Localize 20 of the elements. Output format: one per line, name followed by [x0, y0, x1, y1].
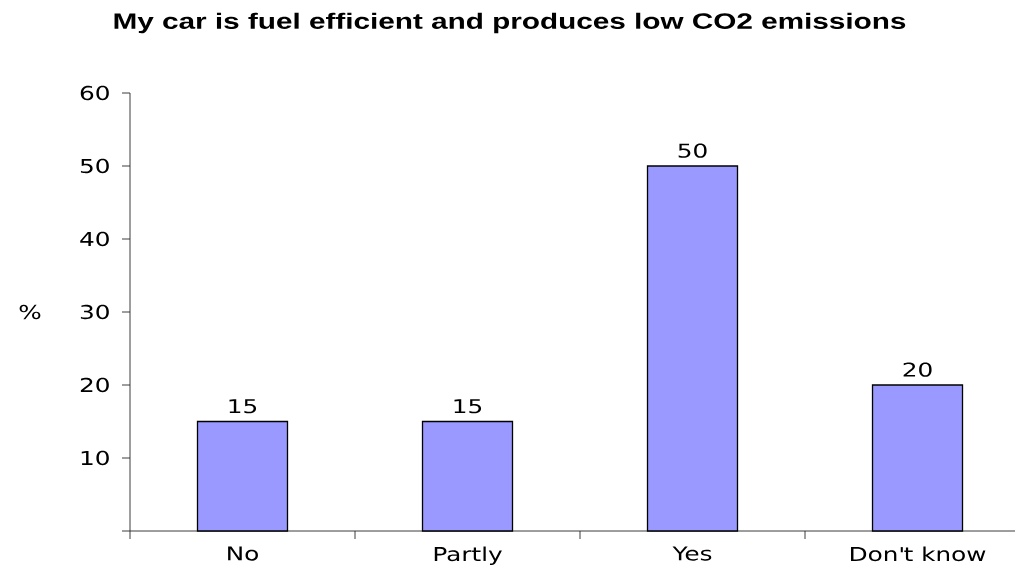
data-label: 15 — [454, 399, 482, 414]
bar — [421, 420, 514, 532]
x-tick-label: Yes — [672, 546, 712, 561]
bar — [871, 384, 964, 532]
data-label: 50 — [678, 143, 707, 158]
bar — [196, 420, 289, 532]
chart-title: My car is fuel efficient and produces low CO2 emissions — [114, 12, 906, 34]
x-tick-label: Don't know — [851, 546, 986, 562]
data-label: 15 — [229, 399, 257, 414]
x-tick-label: Partly — [434, 546, 502, 565]
bar — [646, 165, 739, 532]
y-tick-label: 20 — [80, 377, 109, 393]
y-tick-label: 40 — [80, 231, 109, 247]
y-axis-title: % — [19, 304, 41, 320]
y-tick-label: 60 — [80, 85, 109, 101]
x-tick-label: No — [228, 546, 258, 561]
y-tick-label: 10 — [81, 450, 109, 466]
data-label: 20 — [903, 362, 932, 377]
y-tick-label: 50 — [80, 158, 109, 174]
y-tick-label: 30 — [80, 304, 109, 320]
